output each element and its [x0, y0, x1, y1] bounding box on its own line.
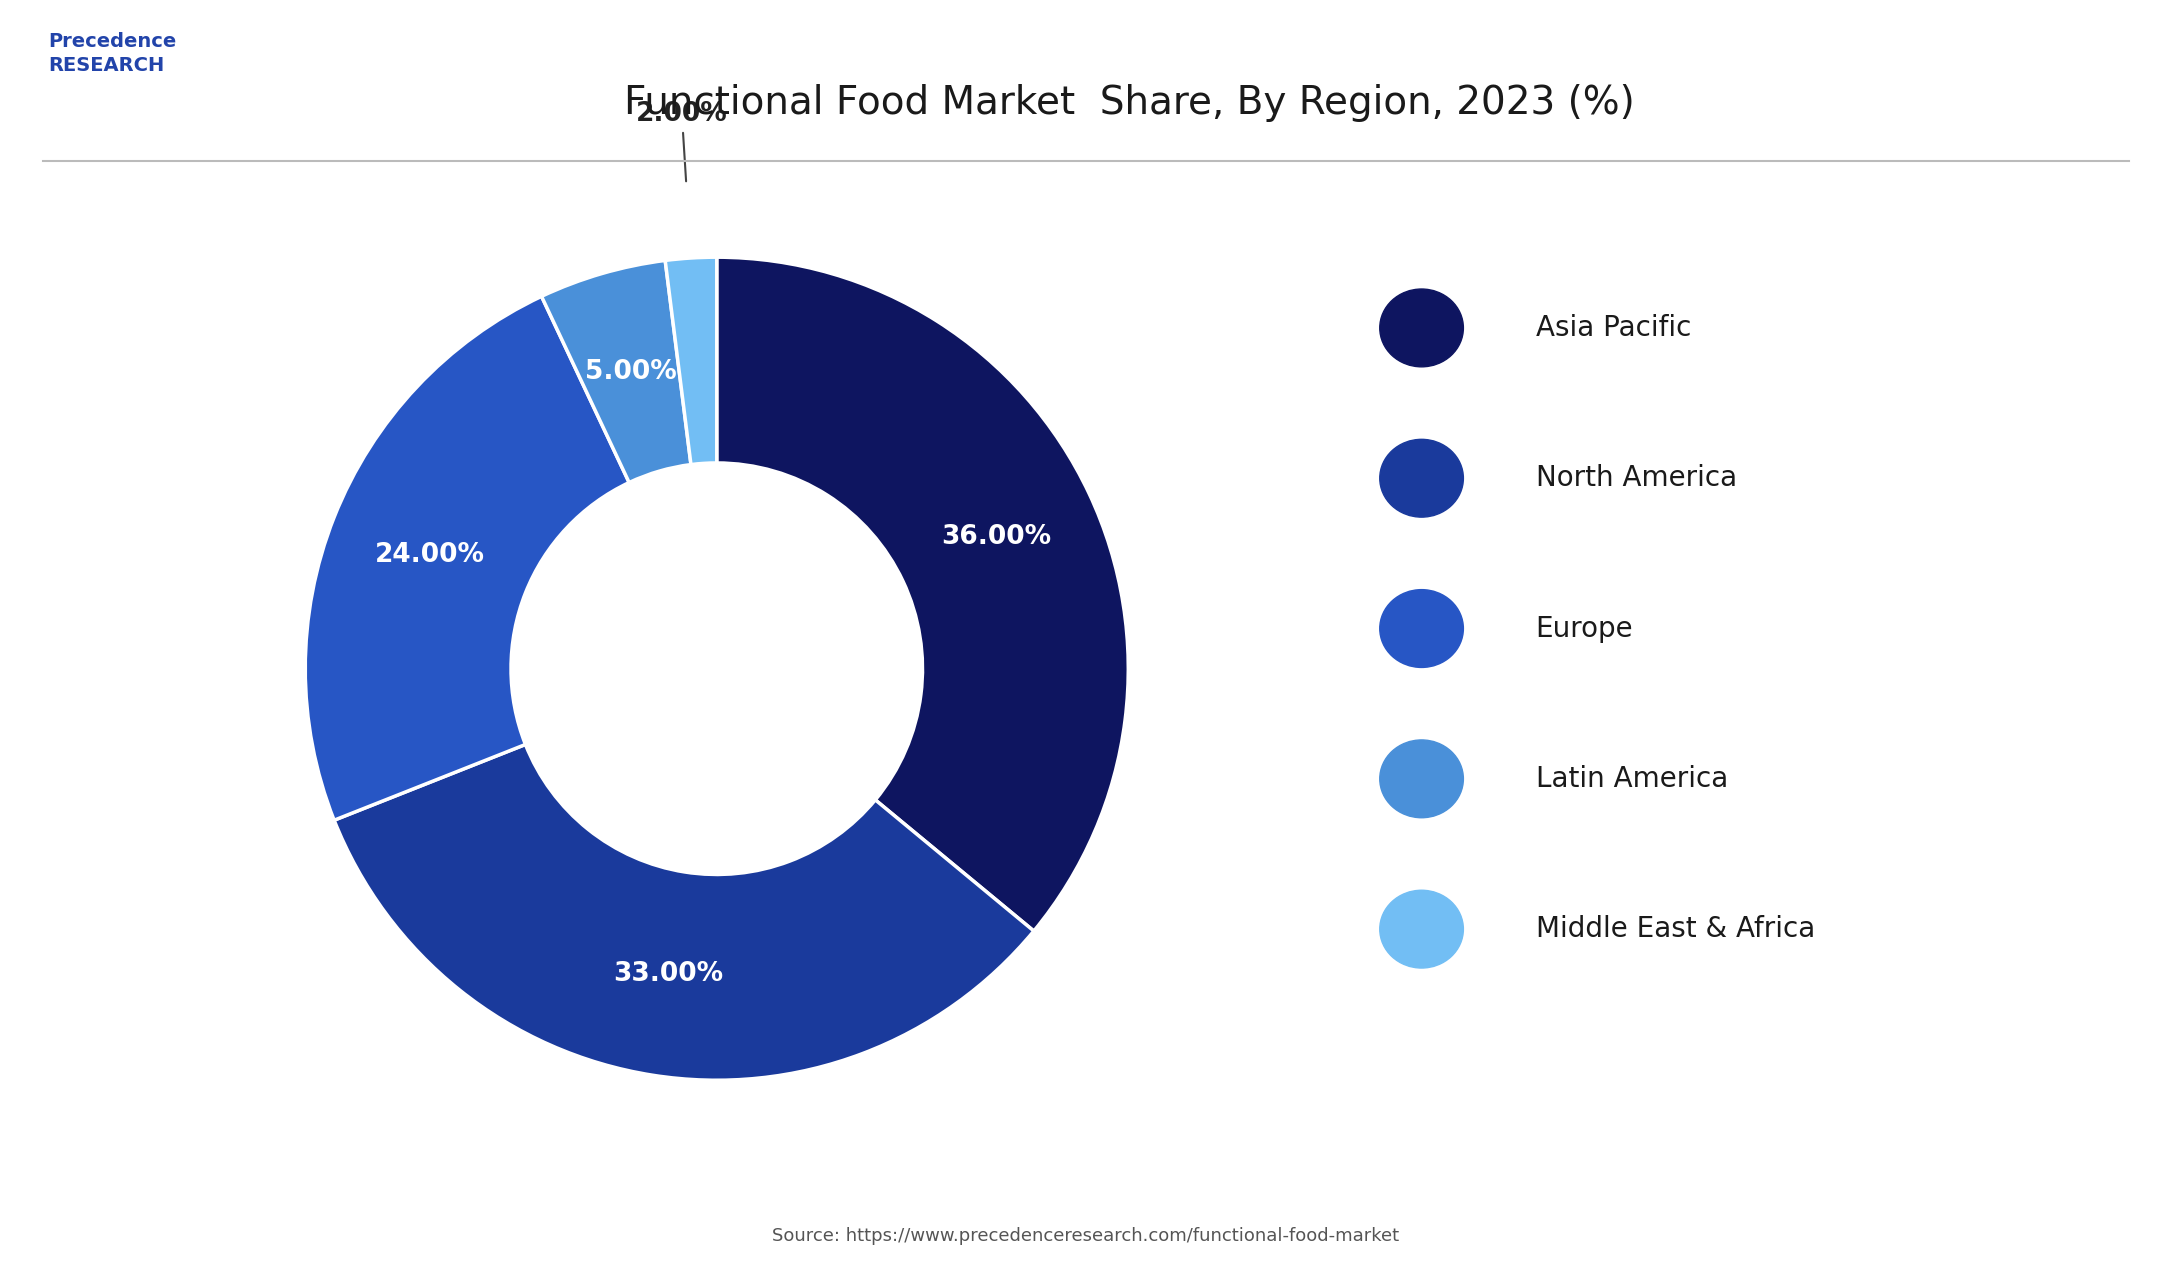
Wedge shape — [334, 745, 1034, 1080]
Circle shape — [1379, 289, 1464, 367]
Text: Source: https://www.precedenceresearch.com/functional-food-market: Source: https://www.precedenceresearch.c… — [773, 1227, 1399, 1245]
Wedge shape — [665, 257, 717, 464]
Text: Latin America: Latin America — [1536, 765, 1729, 793]
Circle shape — [1379, 739, 1464, 818]
Text: 36.00%: 36.00% — [940, 525, 1051, 550]
Text: Middle East & Africa: Middle East & Africa — [1536, 916, 1816, 943]
Wedge shape — [717, 257, 1127, 931]
Text: Europe: Europe — [1536, 615, 1633, 643]
Wedge shape — [541, 261, 691, 482]
Text: 2.00%: 2.00% — [636, 102, 728, 181]
Text: 24.00%: 24.00% — [376, 543, 484, 568]
Text: 33.00%: 33.00% — [613, 961, 723, 986]
Circle shape — [1379, 440, 1464, 517]
Text: 5.00%: 5.00% — [584, 359, 675, 386]
Text: Precedence
RESEARCH: Precedence RESEARCH — [48, 32, 176, 75]
Circle shape — [1379, 589, 1464, 667]
Circle shape — [1379, 890, 1464, 968]
Wedge shape — [306, 296, 630, 820]
Text: Asia Pacific: Asia Pacific — [1536, 314, 1692, 342]
Text: North America: North America — [1536, 464, 1738, 493]
Text: Functional Food Market  Share, By Region, 2023 (%): Functional Food Market Share, By Region,… — [623, 84, 1636, 122]
